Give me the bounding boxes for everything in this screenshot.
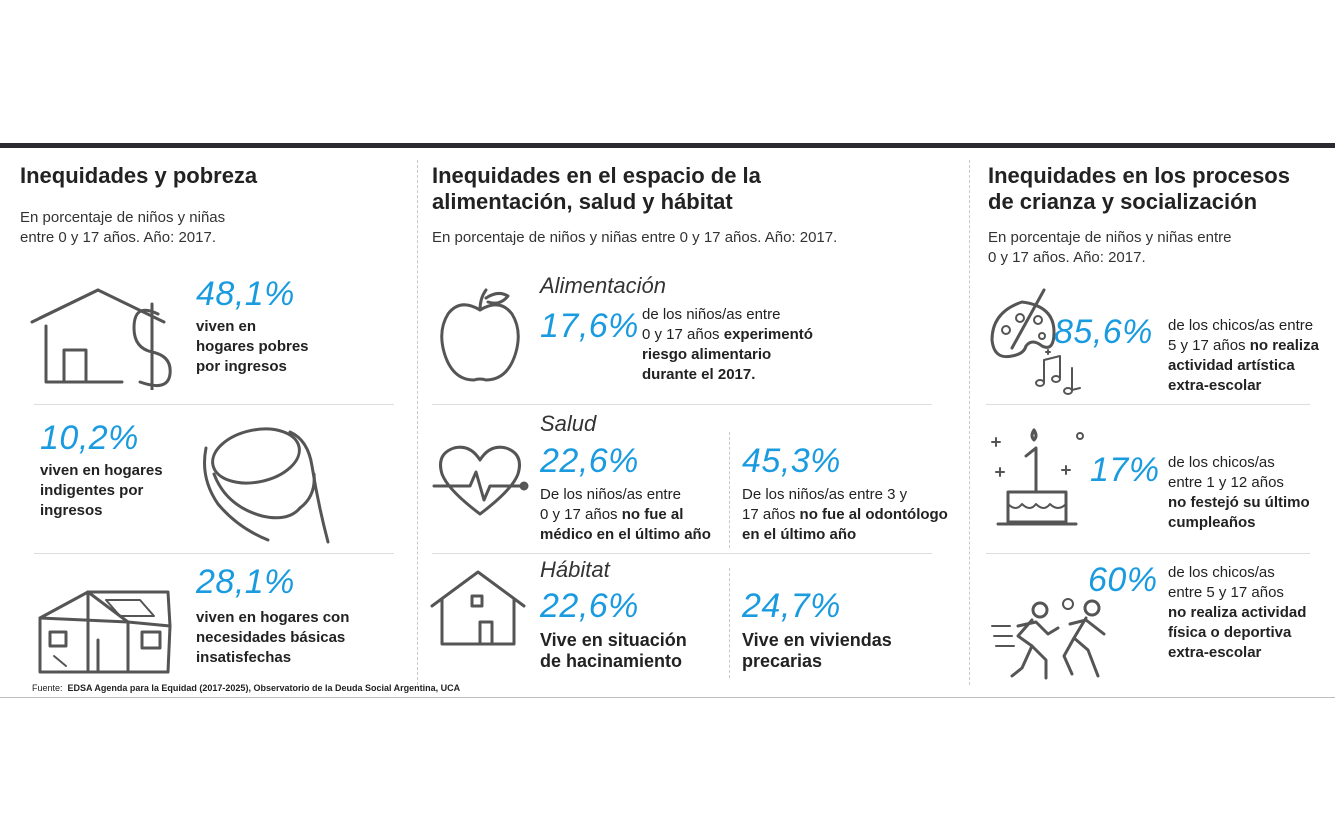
top-rule bbox=[0, 143, 1335, 148]
house-icon bbox=[430, 570, 526, 646]
row-divider bbox=[986, 404, 1310, 405]
stat-description: viven en hogares con necesidades básicas… bbox=[196, 609, 350, 666]
stat-value: 45,3% bbox=[742, 442, 841, 480]
stat-value: 48,1% bbox=[196, 275, 295, 313]
row-divider bbox=[986, 553, 1310, 554]
stat-value: 10,2% bbox=[40, 419, 139, 457]
stat-value: 17% bbox=[1090, 451, 1160, 489]
stat-description: viven en hogares pobres por ingresos bbox=[196, 318, 309, 375]
stat-description: de los chicos/as entre 5 y 17 años no re… bbox=[1168, 564, 1307, 661]
column-title-crianza: Inequidades en los procesos de crianza y… bbox=[988, 163, 1290, 214]
inner-divider bbox=[729, 432, 730, 548]
column-subtitle: En porcentaje de niños y niñas entre 0 y… bbox=[20, 209, 226, 246]
category-label: Hábitat bbox=[540, 557, 610, 582]
row-divider bbox=[432, 553, 932, 554]
row-divider bbox=[34, 404, 394, 405]
hands-coin-icon bbox=[203, 427, 330, 544]
inner-divider bbox=[729, 568, 730, 678]
house-dollar-icon bbox=[30, 288, 172, 390]
heartbeat-icon bbox=[432, 445, 529, 516]
stat-description: Vive en situación de hacinamiento bbox=[540, 630, 687, 671]
stat-value: 22,6% bbox=[540, 587, 639, 625]
stat-value: 85,6% bbox=[1054, 313, 1153, 351]
column-subtitle: En porcentaje de niños y niñas entre 0 y… bbox=[432, 229, 838, 246]
stat-description: De los niños/as entre 3 y 17 años no fue… bbox=[742, 486, 948, 543]
category-label: Salud bbox=[540, 411, 597, 436]
column-divider bbox=[969, 160, 970, 685]
birthday-cake-icon bbox=[991, 428, 1084, 526]
row-divider bbox=[34, 553, 394, 554]
stat-description: de los chicos/as entre 1 y 12 años no fe… bbox=[1168, 454, 1310, 531]
bottom-rule bbox=[0, 697, 1335, 698]
stat-description: Vive en viviendas precarias bbox=[742, 630, 892, 671]
palette-music-icon bbox=[990, 288, 1081, 395]
stat-description: viven en hogares indigentes por ingresos bbox=[40, 462, 163, 519]
column-subtitle: En porcentaje de niños y niñas entre 0 y… bbox=[988, 229, 1232, 266]
stat-description: de los niños/as entre 0 y 17 años experi… bbox=[642, 306, 813, 383]
column-title-salud: Inequidades en el espacio de la alimenta… bbox=[432, 163, 761, 214]
stat-value: 28,1% bbox=[196, 563, 295, 601]
stat-value: 24,7% bbox=[742, 587, 841, 625]
category-label: Alimentación bbox=[540, 273, 666, 298]
apple-icon bbox=[440, 288, 520, 382]
runners-icon bbox=[991, 598, 1106, 680]
stat-description: De los niños/as entre 0 y 17 años no fue… bbox=[540, 486, 711, 543]
stat-value: 60% bbox=[1088, 561, 1158, 599]
source-note: Fuente: EDSA Agenda para la Equidad (201… bbox=[32, 683, 461, 693]
column-divider bbox=[417, 160, 418, 685]
row-divider bbox=[432, 404, 932, 405]
stat-value: 17,6% bbox=[540, 307, 639, 345]
stat-description: de los chicos/as entre 5 y 17 años no re… bbox=[1168, 317, 1319, 394]
column-title-pobreza: Inequidades y pobreza bbox=[20, 163, 258, 188]
stat-value: 22,6% bbox=[540, 442, 639, 480]
precarious-house-icon bbox=[38, 590, 172, 674]
